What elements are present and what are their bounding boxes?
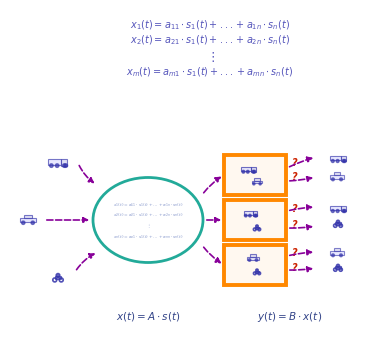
Circle shape [31, 221, 34, 224]
FancyBboxPatch shape [224, 245, 286, 285]
FancyBboxPatch shape [247, 256, 259, 259]
FancyBboxPatch shape [335, 222, 341, 225]
Circle shape [342, 159, 345, 163]
Circle shape [252, 170, 255, 173]
FancyBboxPatch shape [20, 218, 36, 222]
Circle shape [343, 159, 346, 163]
FancyBboxPatch shape [252, 181, 262, 183]
Circle shape [55, 164, 59, 167]
Text: $\vdots$: $\vdots$ [206, 50, 214, 64]
FancyBboxPatch shape [253, 211, 257, 216]
Text: $x_1(t)=a_{11}\cdot s_1(t)+\ldots+a_{1n}\cdot s_n(t)$: $x_1(t)=a_{11}\cdot s_1(t)+\ldots+a_{1n}… [113, 201, 183, 209]
Circle shape [339, 178, 342, 181]
FancyBboxPatch shape [333, 249, 341, 251]
FancyBboxPatch shape [224, 200, 286, 240]
FancyBboxPatch shape [254, 178, 260, 181]
Circle shape [339, 254, 342, 257]
Circle shape [342, 209, 345, 212]
Text: $x_n(t)=a_{n1}\cdot s_1(t)+\ldots+a_{nn}\cdot s_n(t)$: $x_n(t)=a_{n1}\cdot s_1(t)+\ldots+a_{nn}… [113, 233, 183, 241]
FancyBboxPatch shape [48, 159, 62, 165]
Text: ?: ? [292, 248, 298, 258]
FancyBboxPatch shape [330, 175, 344, 179]
Circle shape [332, 178, 334, 181]
Circle shape [336, 209, 339, 212]
Circle shape [336, 220, 340, 223]
Text: ?: ? [292, 263, 298, 273]
FancyBboxPatch shape [251, 167, 256, 172]
Text: $x_2(t) = a_{21} \cdot s_1(t) + ... + a_{2n} \cdot s_n(t)$: $x_2(t) = a_{21} \cdot s_1(t) + ... + a_… [130, 33, 290, 47]
Circle shape [63, 164, 66, 167]
Text: ?: ? [292, 220, 298, 230]
Text: $x_2(t)=a_{21}\cdot s_1(t)+\ldots+a_{2n}\cdot s_n(t)$: $x_2(t)=a_{21}\cdot s_1(t)+\ldots+a_{2n}… [113, 211, 183, 219]
FancyBboxPatch shape [341, 156, 346, 161]
Circle shape [255, 259, 258, 261]
FancyBboxPatch shape [255, 271, 259, 273]
Circle shape [332, 254, 335, 257]
Circle shape [343, 209, 346, 212]
FancyBboxPatch shape [241, 167, 251, 171]
Circle shape [249, 214, 251, 217]
Text: $x_1(t) = a_{11} \cdot s_1(t) + ... + a_{1n} \cdot s_n(t)$: $x_1(t) = a_{11} \cdot s_1(t) + ... + a_… [130, 18, 290, 32]
Circle shape [253, 170, 256, 173]
Text: $y(t) = B \cdot x(t)$: $y(t) = B \cdot x(t)$ [257, 310, 323, 324]
Circle shape [22, 221, 25, 224]
FancyBboxPatch shape [255, 227, 259, 229]
FancyBboxPatch shape [62, 159, 67, 166]
Text: $x(t) = A \cdot s(t)$: $x(t) = A \cdot s(t)$ [116, 310, 180, 323]
FancyBboxPatch shape [24, 215, 32, 218]
Circle shape [259, 183, 261, 185]
FancyBboxPatch shape [335, 266, 341, 269]
Circle shape [336, 264, 340, 268]
Text: ?: ? [292, 204, 298, 214]
FancyBboxPatch shape [250, 254, 256, 256]
FancyBboxPatch shape [224, 155, 286, 195]
FancyBboxPatch shape [333, 172, 341, 175]
Circle shape [244, 214, 247, 217]
Text: ?: ? [292, 172, 298, 182]
Circle shape [50, 164, 53, 167]
Circle shape [242, 170, 245, 173]
Circle shape [256, 225, 258, 227]
Circle shape [56, 273, 60, 277]
Text: ?: ? [292, 158, 298, 168]
FancyBboxPatch shape [55, 276, 61, 279]
Circle shape [248, 259, 251, 261]
Circle shape [253, 183, 255, 185]
FancyBboxPatch shape [330, 156, 341, 160]
Circle shape [336, 159, 339, 163]
Circle shape [64, 164, 68, 167]
Circle shape [254, 214, 256, 217]
Circle shape [256, 269, 258, 272]
Circle shape [255, 214, 257, 217]
FancyBboxPatch shape [330, 251, 344, 255]
Text: $\vdots$: $\vdots$ [146, 222, 150, 230]
Circle shape [331, 159, 334, 163]
FancyBboxPatch shape [341, 206, 346, 211]
Circle shape [247, 170, 249, 173]
Circle shape [331, 209, 334, 212]
FancyBboxPatch shape [330, 206, 341, 210]
Text: $x_m(t) = a_{m1} \cdot s_1(t) + ... + a_{mn} \cdot s_n(t)$: $x_m(t) = a_{m1} \cdot s_1(t) + ... + a_… [126, 65, 294, 79]
FancyBboxPatch shape [244, 211, 253, 215]
